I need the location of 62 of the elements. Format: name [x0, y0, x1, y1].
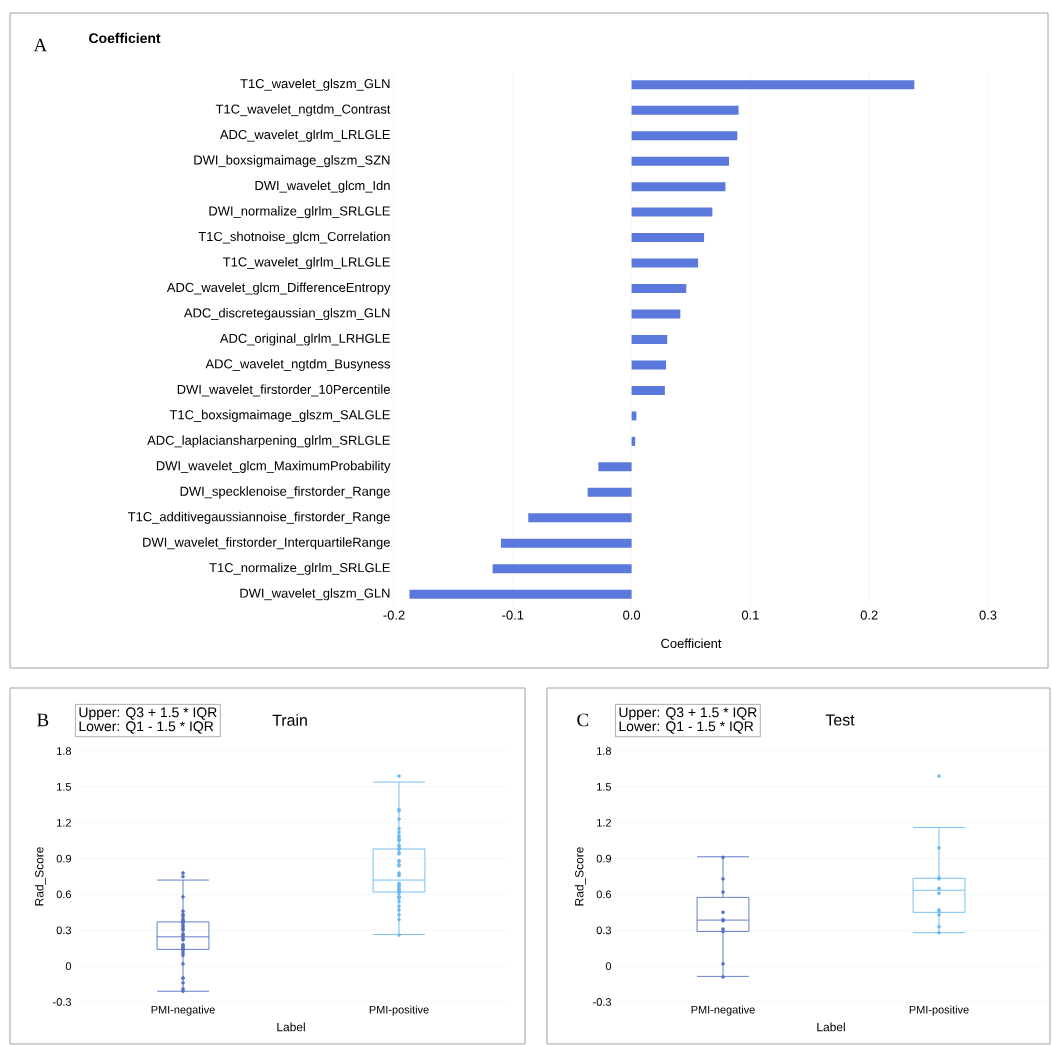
y-tick-label: DWI_boxsigmaimage_glszm_SZN: [194, 155, 390, 168]
y-tick-label: ADC_wavelet_glcm_DifferenceEntropy: [166, 282, 391, 295]
y-tick-label: 0.6: [596, 890, 612, 899]
y-tick-label: T1C_wavelet_glszm_GLN: [240, 78, 390, 91]
y-tick-label: 1.5: [597, 783, 612, 791]
y-tick-label: -0.3: [593, 998, 612, 1006]
y-tick-label: DWI_wavelet_glcm_MaximumProbability: [156, 460, 391, 473]
y-tick-label: ADC_laplaciansharpening_glrlm_SRLGLE: [147, 435, 390, 448]
text: Coefficient: [89, 32, 161, 44]
y-tick-label: 0.9: [596, 854, 611, 863]
y-tick-label: 0: [605, 962, 612, 971]
text: C: [577, 713, 589, 727]
x-tick-label: PMI-positive: [369, 1005, 429, 1016]
y-tick-label: 0.3: [56, 926, 71, 935]
y-tick-label: 1.8: [57, 747, 71, 755]
y-tick-label: -0.3: [53, 998, 71, 1006]
y-tick-label: 0.6: [56, 890, 71, 899]
y-tick-label: ADC_original_glrlm_LRHGLE: [219, 333, 390, 346]
text: Lower: Q1 - 1.5 * IQR: [619, 721, 754, 734]
y-tick-label: ADC_discretegaussian_glszm_GLN: [183, 307, 390, 321]
y-tick-label: DWI_normalize_glrlm_SRLGLE: [209, 206, 390, 219]
y-axis-title: Rad_Score: [34, 847, 46, 906]
y-tick-label: T1C_wavelet_ngtdm_Contrast: [215, 104, 391, 117]
y-tick-label: DWI_wavelet_firstorder_10Percentile: [177, 384, 390, 397]
chart-title: Test: [825, 714, 855, 726]
y-tick-label: T1C_normalize_glrlm_SRLGLE: [209, 562, 390, 575]
x-tick-label: PMI-negative: [151, 1005, 215, 1016]
y-tick-label: 1.5: [57, 783, 72, 791]
x-tick-label: 0.1: [741, 610, 759, 620]
text: B: [37, 713, 49, 727]
y-tick-label: 1.2: [57, 818, 71, 827]
y-tick-label: 0: [65, 962, 72, 971]
y-tick-label: DWI_wavelet_firstorder_InterquartileRange: [143, 537, 390, 550]
y-tick-label: ADC_wavelet_ngtdm_Busyness: [205, 358, 390, 371]
text: A: [33, 38, 48, 52]
y-tick-label: 1.8: [597, 747, 612, 755]
x-tick-label: 0.3: [979, 610, 997, 620]
y-tick-label: T1C_shotnoise_glcm_Correlation: [198, 231, 390, 244]
text: Lower: Q1 - 1.5 * IQR: [79, 721, 214, 734]
text: Upper: Q3 + 1.5 * IQR: [619, 707, 757, 721]
y-tick-label: T1C_additivegaussiannoise_firstorder_Range: [128, 511, 390, 524]
y-axis-title: Rad_Score: [574, 847, 586, 906]
y-tick-label: 0.9: [56, 854, 71, 863]
x-axis-title: Label: [277, 1022, 305, 1032]
x-tick-label: -0.2: [383, 610, 405, 620]
y-tick-label: T1C_boxsigmaimage_glszm_SALGLE: [169, 409, 390, 422]
y-tick-label: DWI_wavelet_glcm_Idn: [255, 180, 390, 193]
text: Upper: Q3 + 1.5 * IQR: [79, 707, 217, 721]
x-tick-label: 0.0: [623, 610, 641, 620]
x-tick-label: 0.2: [860, 610, 878, 620]
x-tick-label: -0.1: [502, 610, 524, 620]
x-axis-title: Coefficient: [661, 638, 722, 649]
y-tick-label: DWI_wavelet_glszm_GLN: [240, 588, 390, 601]
y-tick-label: ADC_wavelet_glrlm_LRLGLE: [219, 129, 390, 142]
y-tick-label: T1C_wavelet_glrlm_LRLGLE: [223, 257, 390, 270]
x-tick-label: PMI-positive: [909, 1005, 969, 1016]
x-axis-title: Label: [817, 1022, 845, 1032]
y-tick-label: 0.3: [596, 926, 612, 935]
y-tick-label: DWI_specklenoise_firstorder_Range: [180, 486, 390, 499]
x-tick-label: PMI-negative: [691, 1005, 755, 1016]
chart-title: Train: [272, 714, 307, 726]
y-tick-label: 1.2: [597, 818, 611, 827]
